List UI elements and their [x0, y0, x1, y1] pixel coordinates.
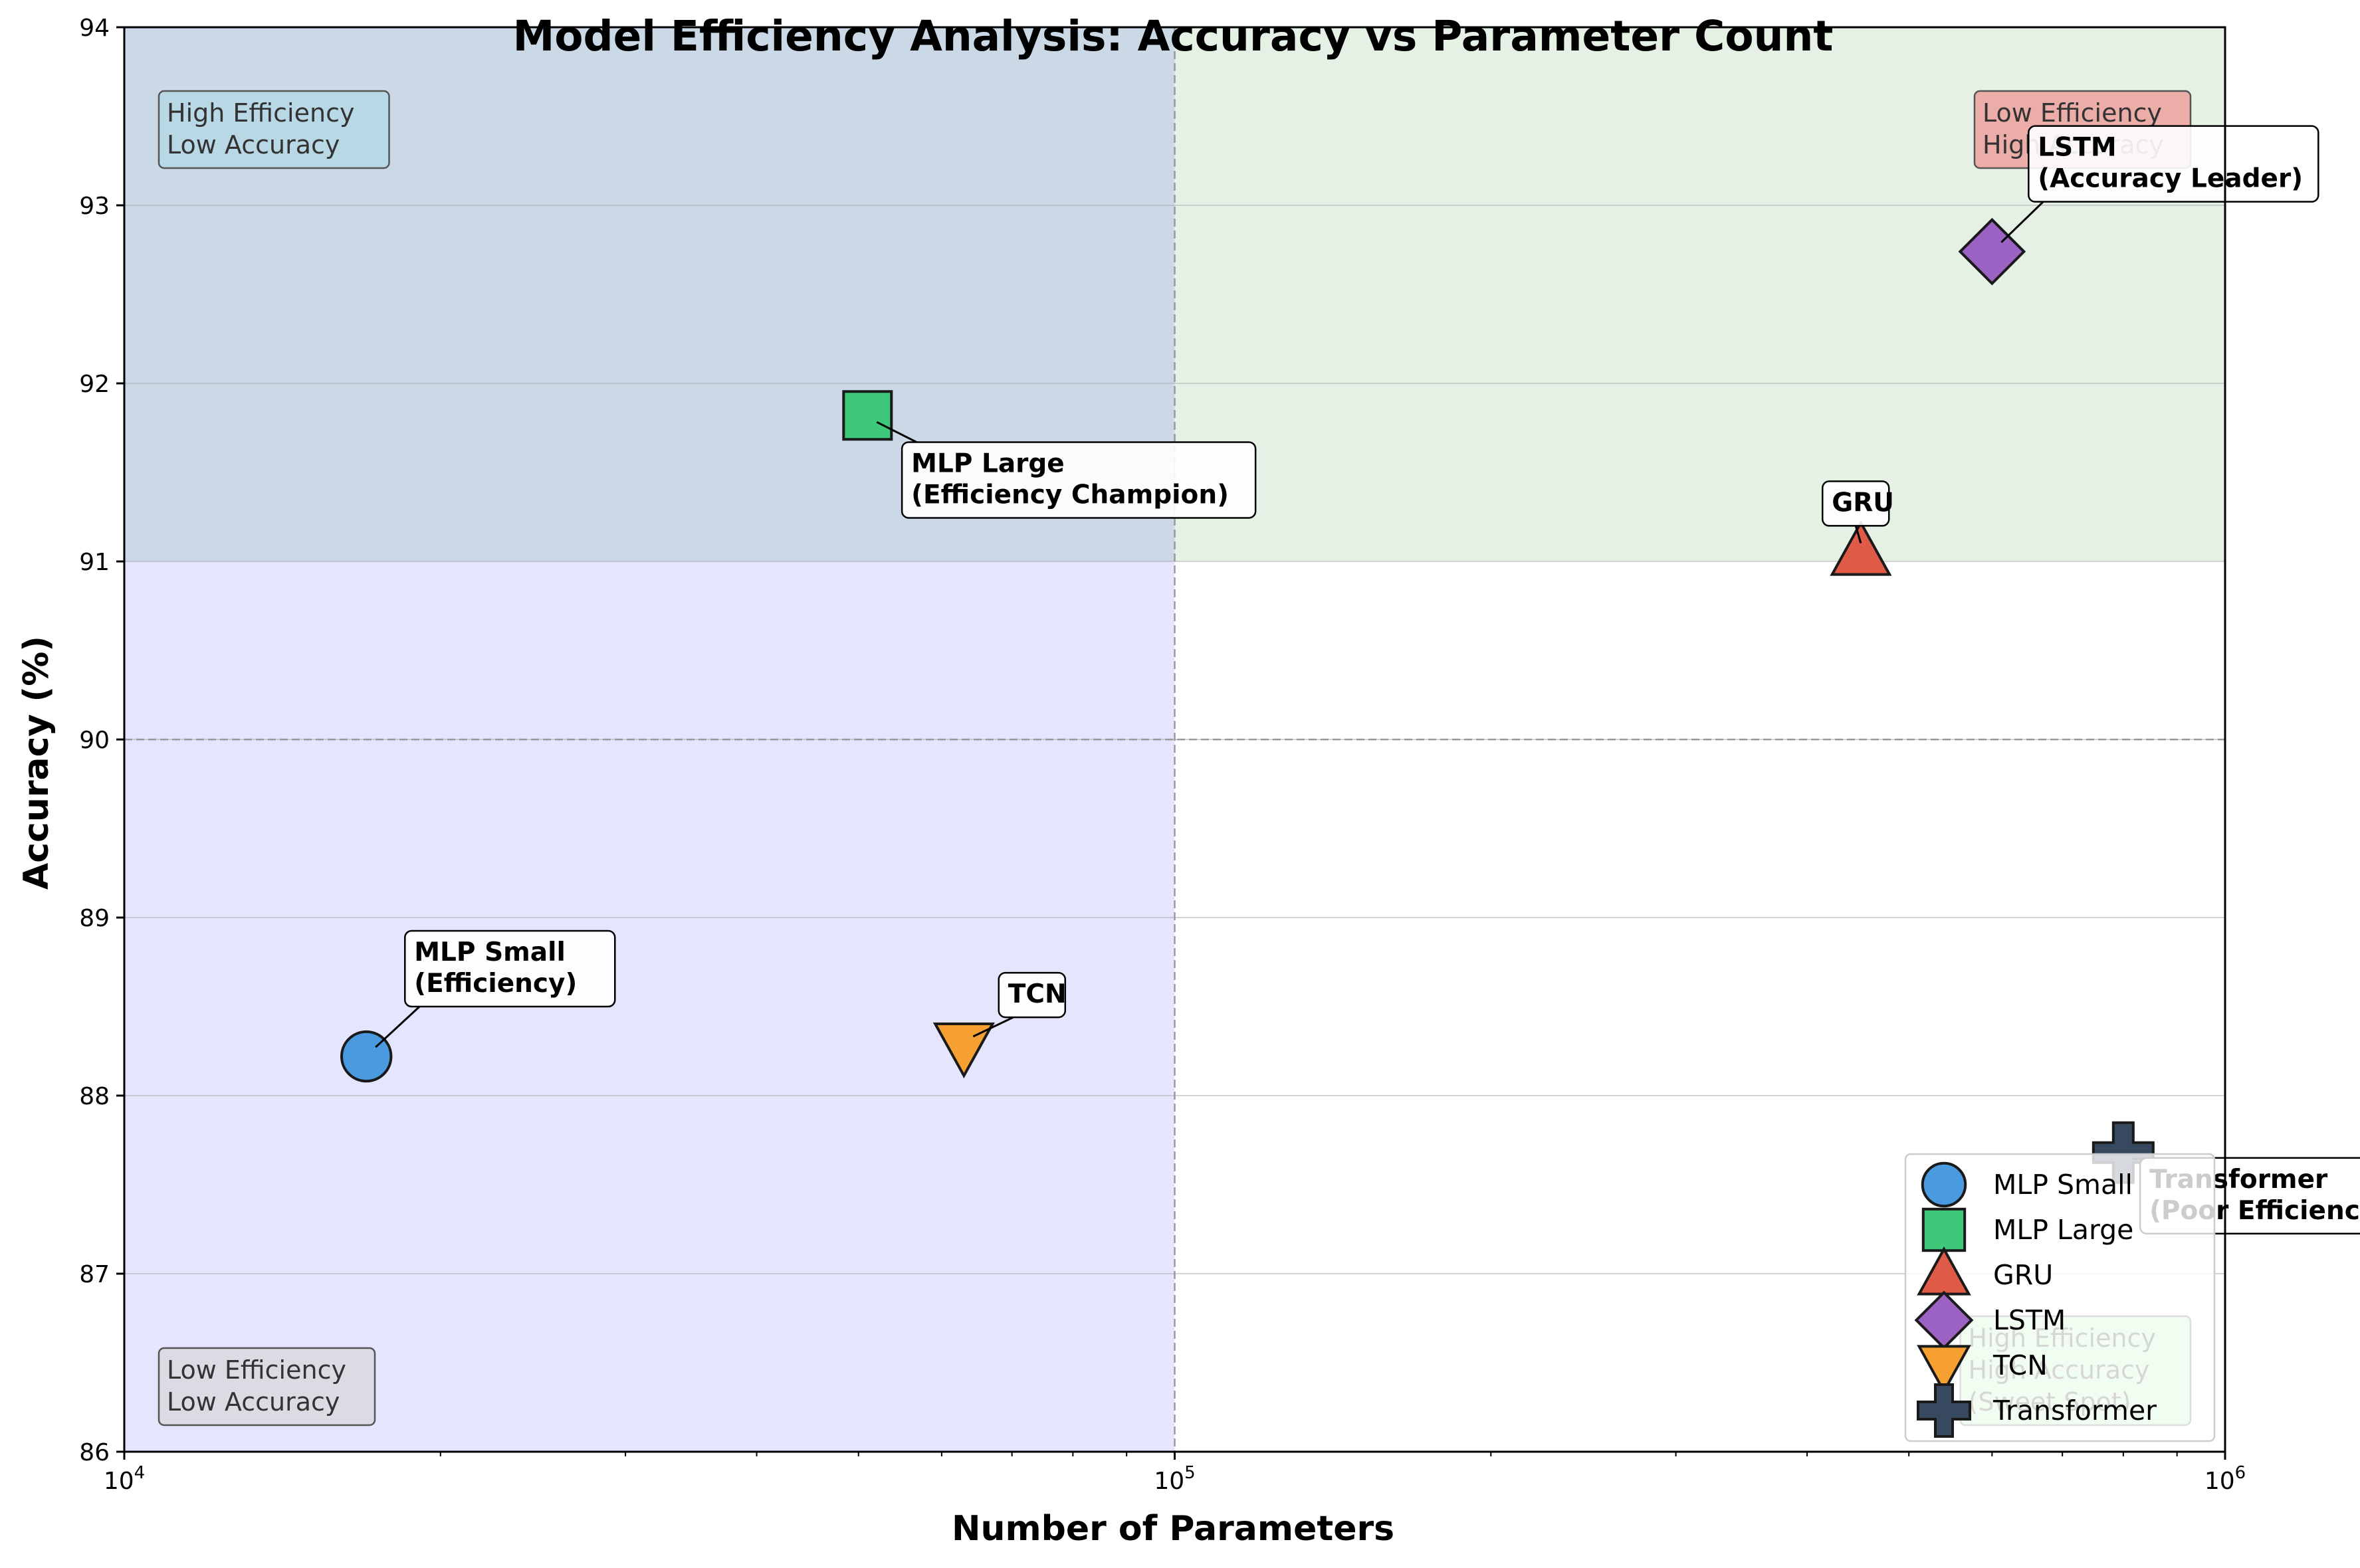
- legend-marker-transformer: [1917, 1383, 1971, 1438]
- y-tick-label: 93: [79, 193, 110, 220]
- legend-label-transformer: Transformer: [1992, 1395, 2157, 1426]
- legend-label-mlp-small: MLP Small: [1993, 1169, 2133, 1201]
- annotation-tcn: TCN: [972, 971, 1067, 1038]
- chart-title: Model Efficiency Analysis: Accuracy vs P…: [513, 12, 1834, 60]
- y-tick-label: 87: [79, 1261, 110, 1288]
- point-tcn: [932, 1022, 995, 1079]
- annotation-arrow: [2000, 201, 2044, 243]
- annotation-text: MLP Small: [414, 937, 566, 967]
- quadrant-label-text: Low Accuracy: [167, 130, 340, 159]
- legend-box: [1904, 1153, 2216, 1442]
- annotation-text: TCN: [1008, 979, 1067, 1009]
- legend-label-tcn: TCN: [1992, 1349, 2048, 1381]
- legend-marker-tcn: [1917, 1345, 1971, 1395]
- annotation-text: (Efficiency): [414, 969, 577, 999]
- annotation-arrow: [972, 1016, 1014, 1038]
- legend-label-mlp-large: MLP Large: [1993, 1214, 2133, 1246]
- annotation-text: (Accuracy Leader): [2038, 164, 2303, 194]
- x-tick-label: 105: [1154, 1463, 1195, 1495]
- quadrant-label-text: Low Accuracy: [167, 1387, 340, 1417]
- y-tick-label: 94: [79, 15, 110, 42]
- x-axis-label: Number of Parameters: [952, 1509, 1394, 1549]
- legend-marker-mlp-small: [1921, 1161, 1967, 1208]
- annotation-mlp-small: MLP Small(Efficiency): [375, 930, 616, 1048]
- data-points: [340, 217, 2155, 1184]
- annotation-gru: GRU: [1821, 480, 1894, 544]
- quadrant-label-box: [158, 90, 390, 169]
- y-tick-label: 92: [79, 371, 110, 398]
- y-axis-label: Accuracy (%): [17, 636, 56, 890]
- y-tick-label: 88: [79, 1083, 110, 1110]
- x-tick-label: 106: [2204, 1463, 2246, 1495]
- annotation-box: [901, 441, 1257, 519]
- annotation-text: MLP Large: [911, 448, 1065, 478]
- annotation-mlp-large: MLP Large(Efficiency Champion): [876, 421, 1257, 519]
- annotation-box: [1821, 480, 1890, 527]
- annotation-box: [2028, 125, 2319, 203]
- legend: MLP Small MLP Large GRU LSTM TCN Transformer: [1904, 1153, 2216, 1442]
- legend-marker-mlp-large: [1921, 1207, 1967, 1252]
- annotation-box: [404, 930, 616, 1008]
- annotation-text: GRU: [1832, 488, 1894, 518]
- point-mlp-large: [842, 390, 893, 441]
- y-tick-label: 91: [79, 549, 110, 576]
- annotation-arrow: [876, 421, 917, 443]
- annotation-text: LSTM: [2038, 133, 2116, 163]
- legend-label-lstm: LSTM: [1993, 1304, 2066, 1336]
- tick-labels: 86 87 88 89 90 91 92 93 94 104 105 106: [79, 15, 2246, 1495]
- quadrant-label-box: [158, 1347, 376, 1426]
- x-tick-label: 104: [104, 1463, 145, 1495]
- quadrant-label-text: High Efficiency: [167, 98, 354, 128]
- annotation-arrow: [1854, 525, 1862, 544]
- annotation-arrow: [375, 1005, 421, 1048]
- annotation-text: (Efficiency Champion): [911, 480, 1229, 510]
- point-gru: [1830, 520, 1892, 576]
- annotation-box: [998, 971, 1067, 1019]
- reference-lines: [124, 27, 2225, 1452]
- quadrant-label-text: Low Efficiency: [1983, 98, 2162, 128]
- quadrant-label-text: Low Efficiency: [167, 1355, 346, 1385]
- y-tick-label: 90: [79, 727, 110, 754]
- y-tick-label: 89: [79, 905, 110, 932]
- annotation-lstm: LSTM(Accuracy Leader): [2000, 125, 2319, 243]
- y-tick-label: 86: [79, 1439, 110, 1466]
- legend-label-gru: GRU: [1993, 1259, 2053, 1291]
